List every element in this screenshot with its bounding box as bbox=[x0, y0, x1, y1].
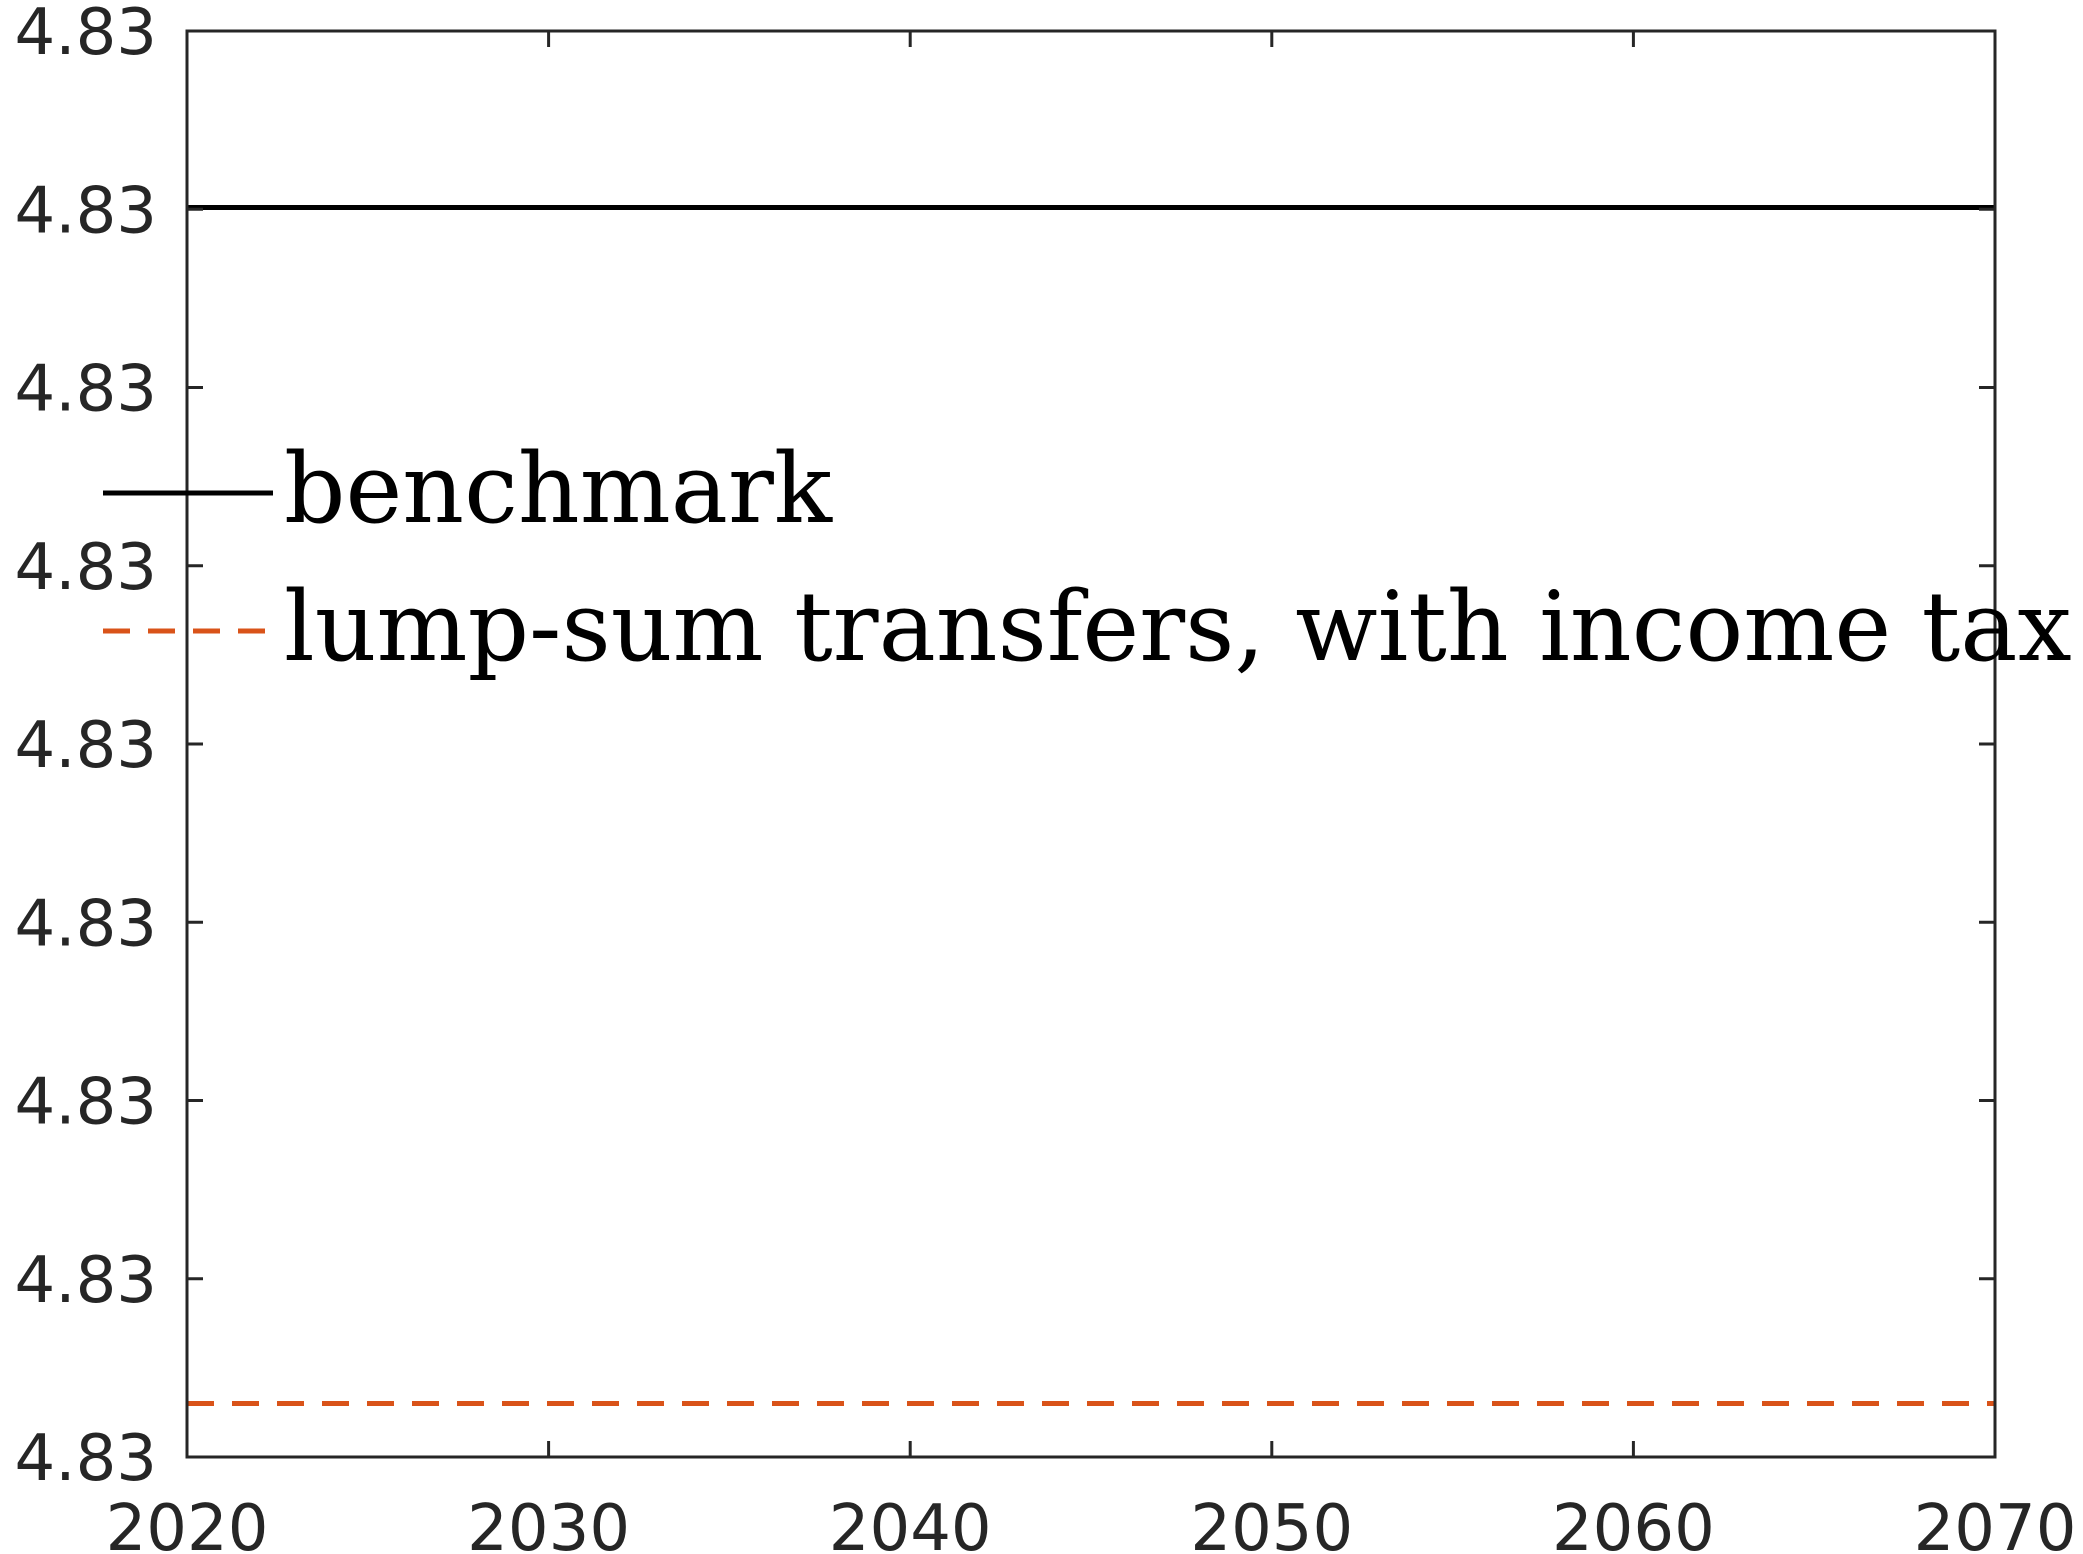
y-tick-label: 4.83 bbox=[15, 531, 158, 605]
y-tick-label: 4.83 bbox=[15, 887, 158, 961]
x-tick-label: 2050 bbox=[1190, 1492, 1353, 1554]
series-layer bbox=[187, 204, 1995, 1407]
y-tick-label: 4.83 bbox=[15, 709, 158, 783]
y-tick-label: 4.83 bbox=[15, 0, 158, 70]
x-tick-label: 2040 bbox=[829, 1492, 992, 1554]
y-tick-label: 4.83 bbox=[15, 1244, 158, 1318]
x-tick-label: 2030 bbox=[467, 1492, 630, 1554]
legend-label-0: benchmark bbox=[284, 433, 833, 545]
y-tick-label: 4.83 bbox=[15, 1066, 158, 1140]
y-tick-label: 4.83 bbox=[15, 1422, 158, 1496]
ticks-layer: 2020 2030 2040 2050 2060 2070 4.83 4.83 4.83 4.83… bbox=[15, 0, 2077, 1554]
plot-area-frame bbox=[185, 29, 1997, 1459]
y-tick-label: 4.83 bbox=[15, 353, 158, 427]
y-tick-label: 4.83 bbox=[15, 174, 158, 248]
x-tick-label: 2060 bbox=[1552, 1492, 1715, 1554]
x-tick-label: 2070 bbox=[1914, 1492, 2077, 1554]
legend: benchmark lump-sum transfers, with income… bbox=[103, 433, 2072, 683]
x-tick-label: 2020 bbox=[106, 1492, 269, 1554]
legend-label-1: lump-sum transfers, with income tax bbox=[284, 571, 2072, 683]
